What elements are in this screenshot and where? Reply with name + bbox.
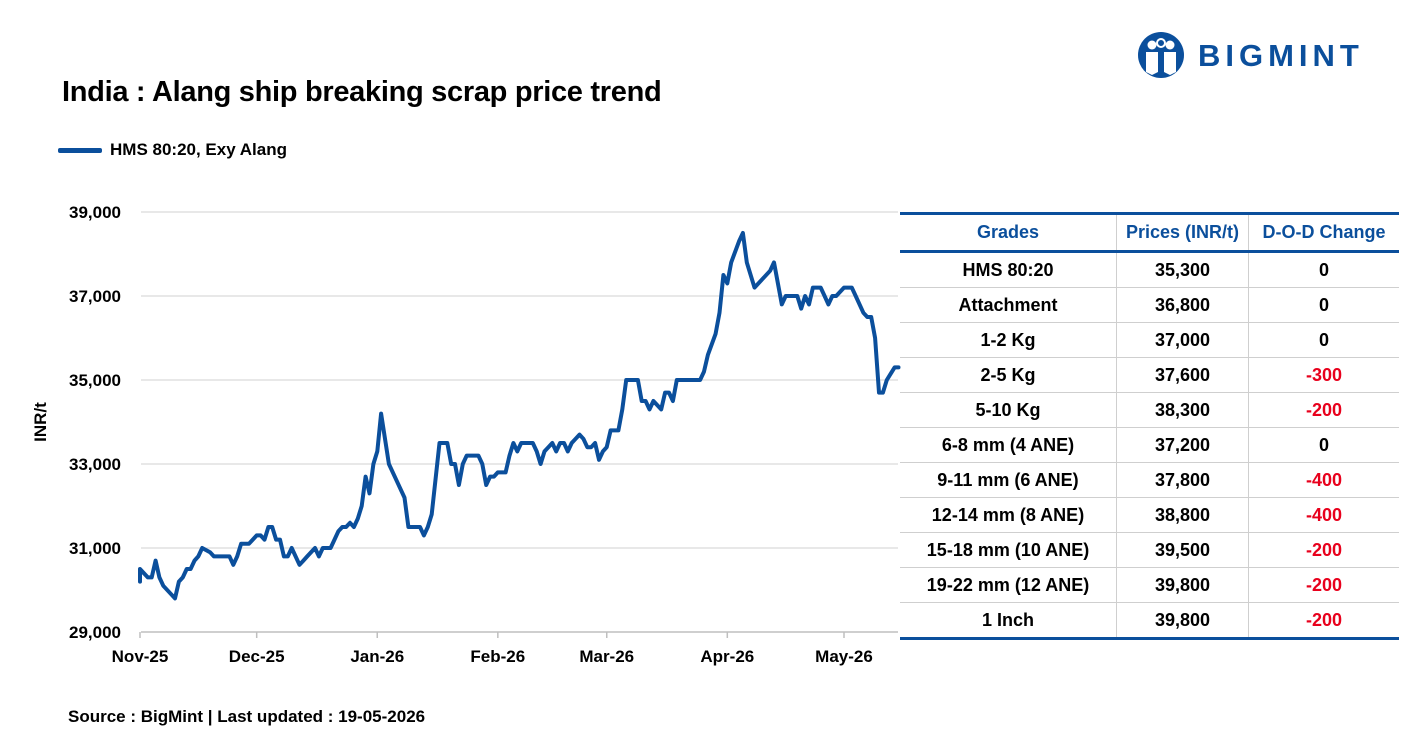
table-body: HMS 80:20 35,300 0 Attachment 36,800 0 1-2 Kg 3… xyxy=(900,251,1399,640)
change-cell: -300 xyxy=(1248,357,1399,393)
y-tick-label: 31,000 xyxy=(69,539,121,558)
table-row: 1 Inch 39,800 -200 xyxy=(900,602,1399,640)
y-tick-label: 37,000 xyxy=(69,287,121,306)
grade-cell: 1-2 Kg xyxy=(900,322,1117,358)
x-tick-label: Jan-26 xyxy=(350,647,404,666)
brand-name: BIGMINT xyxy=(1198,38,1364,73)
table-row: 9-11 mm (6 ANE) 37,800 -400 xyxy=(900,462,1399,498)
change-cell: -200 xyxy=(1248,532,1399,568)
table-row: Attachment 36,800 0 xyxy=(900,287,1399,323)
price-cell: 36,800 xyxy=(1116,287,1249,323)
chart-legend: HMS 80:20, Exy Alang xyxy=(58,140,287,160)
price-cell: 39,500 xyxy=(1116,532,1249,568)
grade-cell: Attachment xyxy=(900,287,1117,323)
change-cell: 0 xyxy=(1248,427,1399,463)
x-tick-label: May-26 xyxy=(815,647,873,666)
grade-cell: HMS 80:20 xyxy=(900,251,1117,288)
y-tick-label: 39,000 xyxy=(69,203,121,222)
table-row: 6-8 mm (4 ANE) 37,200 0 xyxy=(900,427,1399,463)
header-grades: Grades xyxy=(900,212,1117,253)
change-cell: -400 xyxy=(1248,462,1399,498)
people-icon xyxy=(1138,32,1184,78)
price-cell: 38,800 xyxy=(1116,497,1249,533)
legend-swatch xyxy=(58,147,102,153)
price-cell: 37,600 xyxy=(1116,357,1249,393)
table-row: HMS 80:20 35,300 0 xyxy=(900,251,1399,288)
grade-cell: 15-18 mm (10 ANE) xyxy=(900,532,1117,568)
price-cell: 37,800 xyxy=(1116,462,1249,498)
grade-cell: 2-5 Kg xyxy=(900,357,1117,393)
brand-logo: BIGMINT xyxy=(1136,30,1386,80)
grade-cell: 1 Inch xyxy=(900,602,1117,640)
grade-cell: 9-11 mm (6 ANE) xyxy=(900,462,1117,498)
change-cell: 0 xyxy=(1248,322,1399,358)
change-cell: -200 xyxy=(1248,567,1399,603)
grade-cell: 19-22 mm (12 ANE) xyxy=(900,567,1117,603)
change-cell: 0 xyxy=(1248,251,1399,288)
x-tick-label: Mar-26 xyxy=(579,647,634,666)
x-tick-label: Dec-25 xyxy=(229,647,285,666)
table-row: 2-5 Kg 37,600 -300 xyxy=(900,357,1399,393)
table-header-row: Grades Prices (INR/t) D-O-D Change xyxy=(900,212,1399,253)
series-line-0 xyxy=(138,231,901,601)
table-row: 1-2 Kg 37,000 0 xyxy=(900,322,1399,358)
header-change: D-O-D Change xyxy=(1248,212,1399,253)
chart-title: India : Alang ship breaking scrap price … xyxy=(62,76,662,108)
grade-cell: 6-8 mm (4 ANE) xyxy=(900,427,1117,463)
price-cell: 35,300 xyxy=(1116,251,1249,288)
table-row: 12-14 mm (8 ANE) 38,800 -400 xyxy=(900,497,1399,533)
x-tick-label: Nov-25 xyxy=(112,647,169,666)
change-cell: -200 xyxy=(1248,602,1399,640)
table-row: 5-10 Kg 38,300 -200 xyxy=(900,392,1399,428)
x-tick-label: Apr-26 xyxy=(700,647,754,666)
change-cell: -400 xyxy=(1248,497,1399,533)
change-cell: -200 xyxy=(1248,392,1399,428)
grade-cell: 12-14 mm (8 ANE) xyxy=(900,497,1117,533)
price-cell: 39,800 xyxy=(1116,602,1249,640)
grade-cell: 5-10 Kg xyxy=(900,392,1117,428)
x-tick-label: Feb-26 xyxy=(470,647,525,666)
price-cell: 37,000 xyxy=(1116,322,1249,358)
y-tick-label: 35,000 xyxy=(69,371,121,390)
y-tick-label: 33,000 xyxy=(69,455,121,474)
table-row: 19-22 mm (12 ANE) 39,800 -200 xyxy=(900,567,1399,603)
price-cell: 39,800 xyxy=(1116,567,1249,603)
y-tick-label: 29,000 xyxy=(69,623,121,642)
y-axis-label: INR/t xyxy=(31,402,50,442)
source-note: Source : BigMint | Last updated : 19-05-… xyxy=(68,707,426,726)
table-row: 15-18 mm (10 ANE) 39,500 -200 xyxy=(900,532,1399,568)
price-table: Grades Prices (INR/t) D-O-D Change HMS 8… xyxy=(900,212,1399,640)
change-cell: 0 xyxy=(1248,287,1399,323)
legend-label: HMS 80:20, Exy Alang xyxy=(110,140,287,159)
price-cell: 38,300 xyxy=(1116,392,1249,428)
header-prices: Prices (INR/t) xyxy=(1116,212,1249,253)
price-cell: 37,200 xyxy=(1116,427,1249,463)
